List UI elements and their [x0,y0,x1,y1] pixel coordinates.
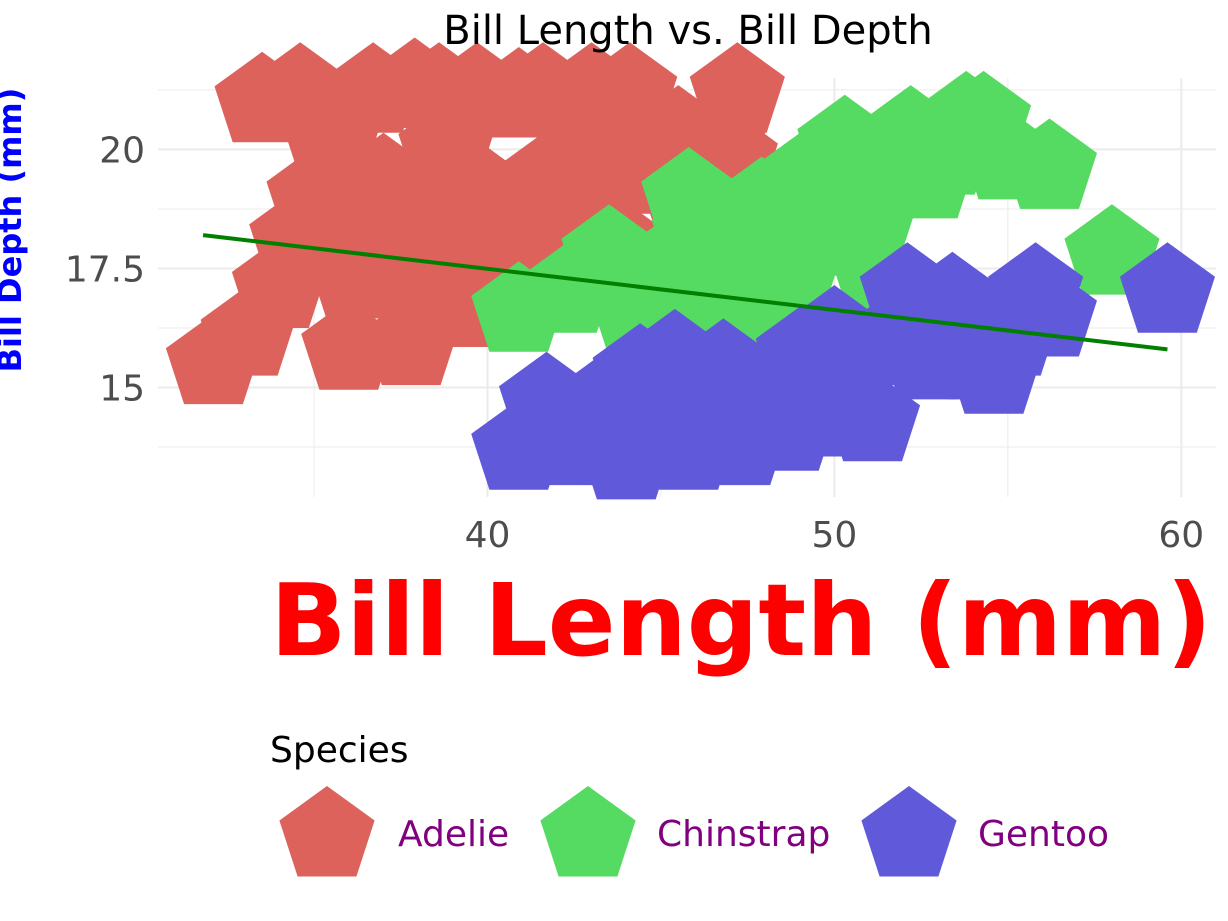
legend: Species Adelie Chinstrap Gentoo [270,730,1109,877]
regression-line [202,233,1168,352]
legend-title: Species [270,730,409,771]
data-point [426,208,522,300]
y-tick-label: 15 [99,368,145,409]
trend-line [202,233,1168,352]
series-chinstrap [471,70,1160,366]
data-point [769,185,865,276]
x-axis-ticks: 40 50 60 [465,515,1205,556]
legend-label: Adelie [398,814,509,855]
data-point [627,308,723,400]
data-point [783,366,879,457]
legend-item-chinstrap: Chinstrap [540,786,830,877]
x-tick-label: 40 [465,515,511,556]
series-gentoo [471,242,1215,500]
x-tick-label: 50 [812,515,858,556]
legend-key-pentagon-icon [861,786,957,877]
data-point [301,299,397,390]
y-axis-label: Bill Depth (mm) [0,88,29,373]
y-tick-label: 17.5 [65,249,145,290]
data-points [165,37,1215,500]
legend-item-gentoo: Gentoo [861,786,1109,877]
y-axis-ticks: 15 17.5 20 [65,130,145,409]
data-point [641,399,737,490]
legend-key-pentagon-icon [279,786,375,877]
data-point [252,42,348,133]
data-point [1001,118,1097,209]
data-point [582,42,678,133]
legend-key-pentagon-icon [540,786,636,877]
data-point [1119,242,1215,333]
legend-label: Gentoo [978,814,1109,855]
chart-title: Bill Length vs. Bill Depth [443,8,932,54]
data-point [710,375,806,466]
data-point [689,42,785,133]
legend-item-adelie: Adelie [279,786,509,877]
y-tick-label: 20 [99,130,145,171]
x-tick-label: 60 [1158,515,1204,556]
legend-label: Chinstrap [657,814,830,855]
x-axis-label: Bill Length (mm) [270,562,1212,679]
